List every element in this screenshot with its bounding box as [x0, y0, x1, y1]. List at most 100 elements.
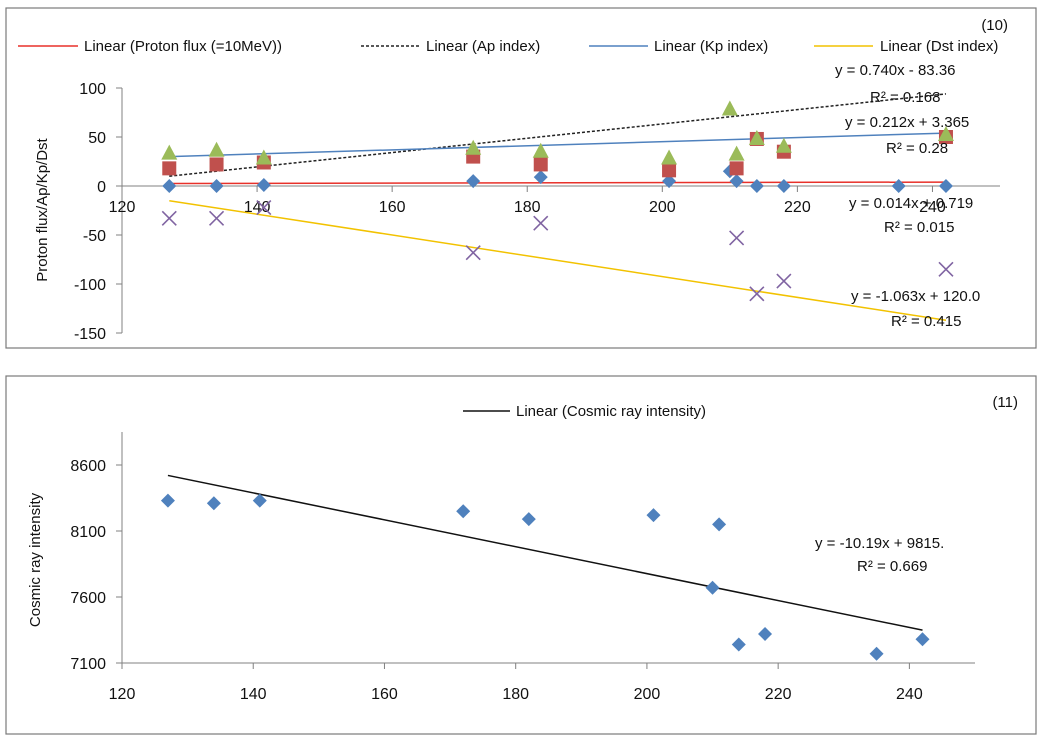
- chart-10-series-0-point: [466, 174, 481, 189]
- chart-11-series-0-point: [160, 493, 175, 508]
- chart-10-trend-r2: R² = 0.015: [884, 219, 954, 236]
- chart-10-trend-equation: y = 0.212x + 3.365: [845, 114, 969, 131]
- chart-10-series-1-point: [209, 157, 224, 172]
- chart-10-legend-label: Linear (Proton flux (=10MeV)): [84, 38, 282, 55]
- chart-10-series-0-point: [162, 179, 177, 193]
- chart-10-plot: -150 -100 -50 0 50 100 120 140 160 180 200 220 240 Li…: [18, 38, 1000, 343]
- chart-10-y-tick-label: -150: [74, 326, 106, 343]
- chart-10-trend-r2: R² = 0.28: [886, 140, 948, 157]
- chart-11-y-tick-label: 8100: [70, 524, 106, 541]
- chart-10-series-0-point: [776, 179, 791, 193]
- chart-11-series-0-point: [758, 626, 773, 641]
- chart-11-series-0-point: [705, 580, 720, 595]
- chart-10-series-0-point: [938, 179, 953, 193]
- chart-11-series-0-point: [712, 517, 727, 532]
- chart-10-series-3-point: [465, 245, 481, 261]
- chart-10-series-0-point: [256, 178, 271, 193]
- chart-10-series-3-point: [749, 286, 765, 302]
- chart-10-x-tick-label: 160: [379, 199, 406, 216]
- chart-11-y-tick-label: 7100: [70, 656, 106, 673]
- chart-11-panel-label: (11): [992, 394, 1018, 411]
- chart-10-legend-label: Linear (Ap index): [426, 38, 540, 55]
- chart-11-x-tick-label: 240: [896, 686, 923, 703]
- chart-10-series-2-point: [255, 149, 272, 165]
- chart-11-y-tick-label: 8600: [70, 458, 106, 475]
- chart-11-series-0-point: [915, 632, 930, 647]
- chart-10-x-tick-label: 120: [109, 199, 136, 216]
- chart-10-y-tick-label: -50: [83, 228, 106, 245]
- chart-10-series-3-point: [938, 261, 954, 277]
- chart-10-series-0-point: [662, 174, 677, 189]
- chart-10-series-3-point: [533, 215, 549, 231]
- chart-11-x-tick-label: 160: [371, 686, 398, 703]
- chart-10-frame: [5, 7, 1037, 349]
- chart-11-series-0-point: [252, 493, 267, 508]
- chart-10-series-2-point: [465, 139, 482, 155]
- chart-10-legend-label: Linear (Kp index): [654, 38, 768, 55]
- chart-10-series-1-point: [662, 163, 677, 178]
- chart-10-series-2-point: [532, 142, 549, 158]
- chart-10-series-3-point: [776, 273, 792, 289]
- chart-11-trendline: [167, 474, 923, 631]
- chart-11-plot: 7100 7600 8100 8600 120 140 160 180 200 220 240 Lin…: [70, 403, 975, 703]
- chart-10-trendline: [169, 93, 947, 177]
- chart-10-x-tick-label: 240: [919, 199, 946, 216]
- chart-11-series-0-point: [869, 646, 884, 661]
- chart-10-ylabel: Proton flux/Ap/Kp/Dst: [34, 137, 51, 281]
- chart-10-series-1-point: [533, 157, 548, 172]
- chart-11-x-tick-label: 220: [765, 686, 792, 703]
- chart-10-y-tick-label: 50: [88, 130, 106, 147]
- chart-10-series-0-point: [533, 170, 548, 185]
- chart-10-series-3-point: [729, 230, 745, 246]
- chart-10-trend-equation: y = -1.063x + 120.0: [851, 288, 980, 305]
- chart-10-series-2-point: [775, 137, 792, 153]
- chart-10-trendline: [169, 181, 946, 185]
- chart-10-series-0-point: [729, 174, 744, 189]
- chart-11-series-0-point: [521, 512, 536, 527]
- chart-11-x-tick-label: 140: [240, 686, 267, 703]
- chart-10-series-1-point: [162, 161, 177, 176]
- chart-10-x-tick-label: 200: [649, 199, 676, 216]
- chart-10-series-3-point: [161, 210, 177, 226]
- chart-10-x-tick-label: 180: [514, 199, 541, 216]
- chart-10-x-tick-label: 140: [244, 199, 271, 216]
- chart-10-series-0-point: [749, 179, 764, 193]
- chart-10-y-tick-label: 100: [79, 81, 106, 98]
- chart-10-series-0-point: [891, 179, 906, 193]
- chart-11-legend-label: Linear (Cosmic ray intensity): [516, 403, 706, 420]
- chart-10-series-3-point: [208, 210, 225, 226]
- chart-10-y-tick-label: 0: [97, 179, 106, 196]
- chart-11-trend-equation: y = -10.19x + 9815.: [815, 535, 944, 552]
- chart-10-trend-r2: R² = 0.168: [870, 89, 940, 106]
- chart-11-x-tick-label: 120: [109, 686, 136, 703]
- chart-10-series-1-point: [729, 161, 744, 176]
- chart-11-frame: [5, 375, 1037, 735]
- chart-11-trend-r2: R² = 0.669: [857, 558, 927, 575]
- chart-10-x-tick-label: 220: [784, 199, 811, 216]
- chart-11-series-0-point: [646, 508, 661, 523]
- chart-10-series-2-point: [748, 129, 765, 145]
- chart-10-series-2-point: [208, 141, 225, 157]
- chart-10-panel-label: (10): [981, 17, 1008, 34]
- chart-10-series-2-point: [661, 149, 678, 165]
- chart-10-trendline: [169, 132, 946, 158]
- chart-11-series-0-point: [731, 637, 746, 652]
- chart-11-y-tick-label: 7600: [70, 590, 106, 607]
- chart-10-series-3-point: [256, 199, 272, 216]
- chart-11-x-tick-label: 200: [634, 686, 661, 703]
- chart-10-trendline: [169, 199, 947, 322]
- chart-10-trend-r2: R² = 0.415: [891, 313, 961, 330]
- chart-11-x-tick-label: 180: [502, 686, 529, 703]
- chart-10-trend-equation: y = 0.014x + 0.719: [849, 195, 973, 212]
- chart-10-legend-label: Linear (Dst index): [880, 38, 998, 55]
- chart-10-series-0-point: [209, 179, 224, 193]
- chart-10-series-2-point: [721, 100, 738, 116]
- chart-11-series-0-point: [456, 504, 471, 519]
- chart-10-series-2-point: [937, 126, 954, 142]
- chart-11-series-0-point: [206, 496, 221, 511]
- chart-10-trend-equation: y = 0.740x - 83.36: [835, 62, 956, 79]
- chart-10-series-2-point: [728, 145, 745, 161]
- chart-11-ylabel: Cosmic ray intensity: [27, 492, 44, 627]
- chart-10-y-tick-label: -100: [74, 277, 106, 294]
